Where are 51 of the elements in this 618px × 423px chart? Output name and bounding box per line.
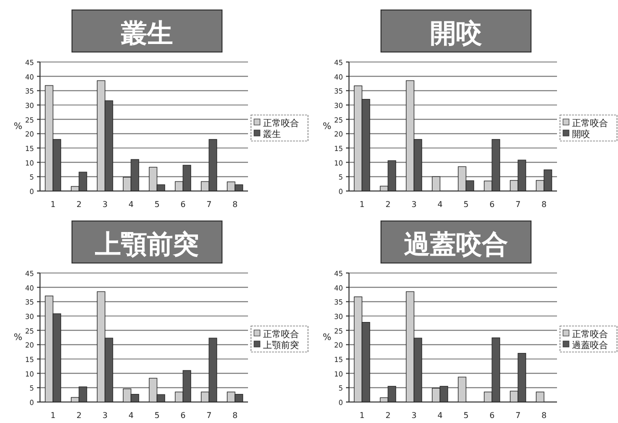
x-tick-label: 4	[128, 200, 134, 209]
x-tick-label: 6	[180, 200, 186, 209]
x-tick-label: 5	[154, 411, 160, 420]
x-tick-label: 7	[206, 411, 212, 420]
x-tick-label: 1	[359, 200, 365, 209]
legend-label: 正常咬合	[263, 118, 299, 129]
x-tick-label: 4	[437, 411, 443, 420]
x-tick-label: 1	[50, 200, 56, 209]
chart-title: 上顎前突	[94, 230, 199, 260]
x-tick-label: 3	[102, 411, 108, 420]
y-axis-title: %	[322, 122, 332, 132]
y-axis-title: %	[322, 333, 332, 343]
legend-label: 開咬	[572, 129, 590, 140]
x-tick-label: 3	[411, 200, 417, 209]
x-tick-label: 4	[128, 411, 134, 420]
legend-label: 正常咬合	[572, 329, 608, 340]
legend-label: 正常咬合	[572, 118, 608, 129]
legend-label: 上顎前突	[263, 340, 299, 351]
chart-title: 開咬	[430, 19, 482, 49]
x-tick-label: 8	[541, 411, 547, 420]
x-tick-label: 2	[76, 411, 82, 420]
legend-label: 正常咬合	[263, 329, 299, 340]
x-tick-label: 3	[102, 200, 108, 209]
bar	[536, 392, 544, 402]
y-axis-title: %	[14, 333, 23, 343]
y-axis-title: %	[14, 122, 23, 132]
x-tick-label: 2	[385, 200, 391, 209]
x-tick-label: 6	[489, 411, 495, 420]
chart-title: 過蓋咬合	[404, 230, 508, 260]
x-tick-label: 5	[463, 200, 469, 209]
x-tick-label: 7	[206, 200, 212, 209]
legend-label: 過蓋咬合	[572, 340, 608, 351]
x-tick-label: 6	[489, 200, 495, 209]
x-tick-label: 8	[232, 411, 238, 420]
bar	[458, 376, 466, 402]
x-tick-label: 7	[515, 200, 521, 209]
x-tick-label: 1	[50, 411, 56, 420]
chart-title: 叢生	[120, 19, 173, 49]
x-tick-label: 5	[154, 200, 160, 209]
x-tick-label: 4	[437, 200, 443, 209]
bar	[432, 176, 440, 192]
legend-label: 叢生	[263, 129, 281, 140]
x-tick-label: 1	[359, 411, 365, 420]
x-tick-label: 2	[385, 411, 391, 420]
x-tick-label: 2	[76, 200, 82, 209]
x-tick-label: 8	[541, 200, 547, 209]
x-tick-label: 5	[463, 411, 469, 420]
x-tick-label: 6	[180, 411, 186, 420]
x-tick-label: 8	[232, 200, 238, 209]
x-tick-label: 3	[411, 411, 417, 420]
x-tick-label: 7	[515, 411, 521, 420]
